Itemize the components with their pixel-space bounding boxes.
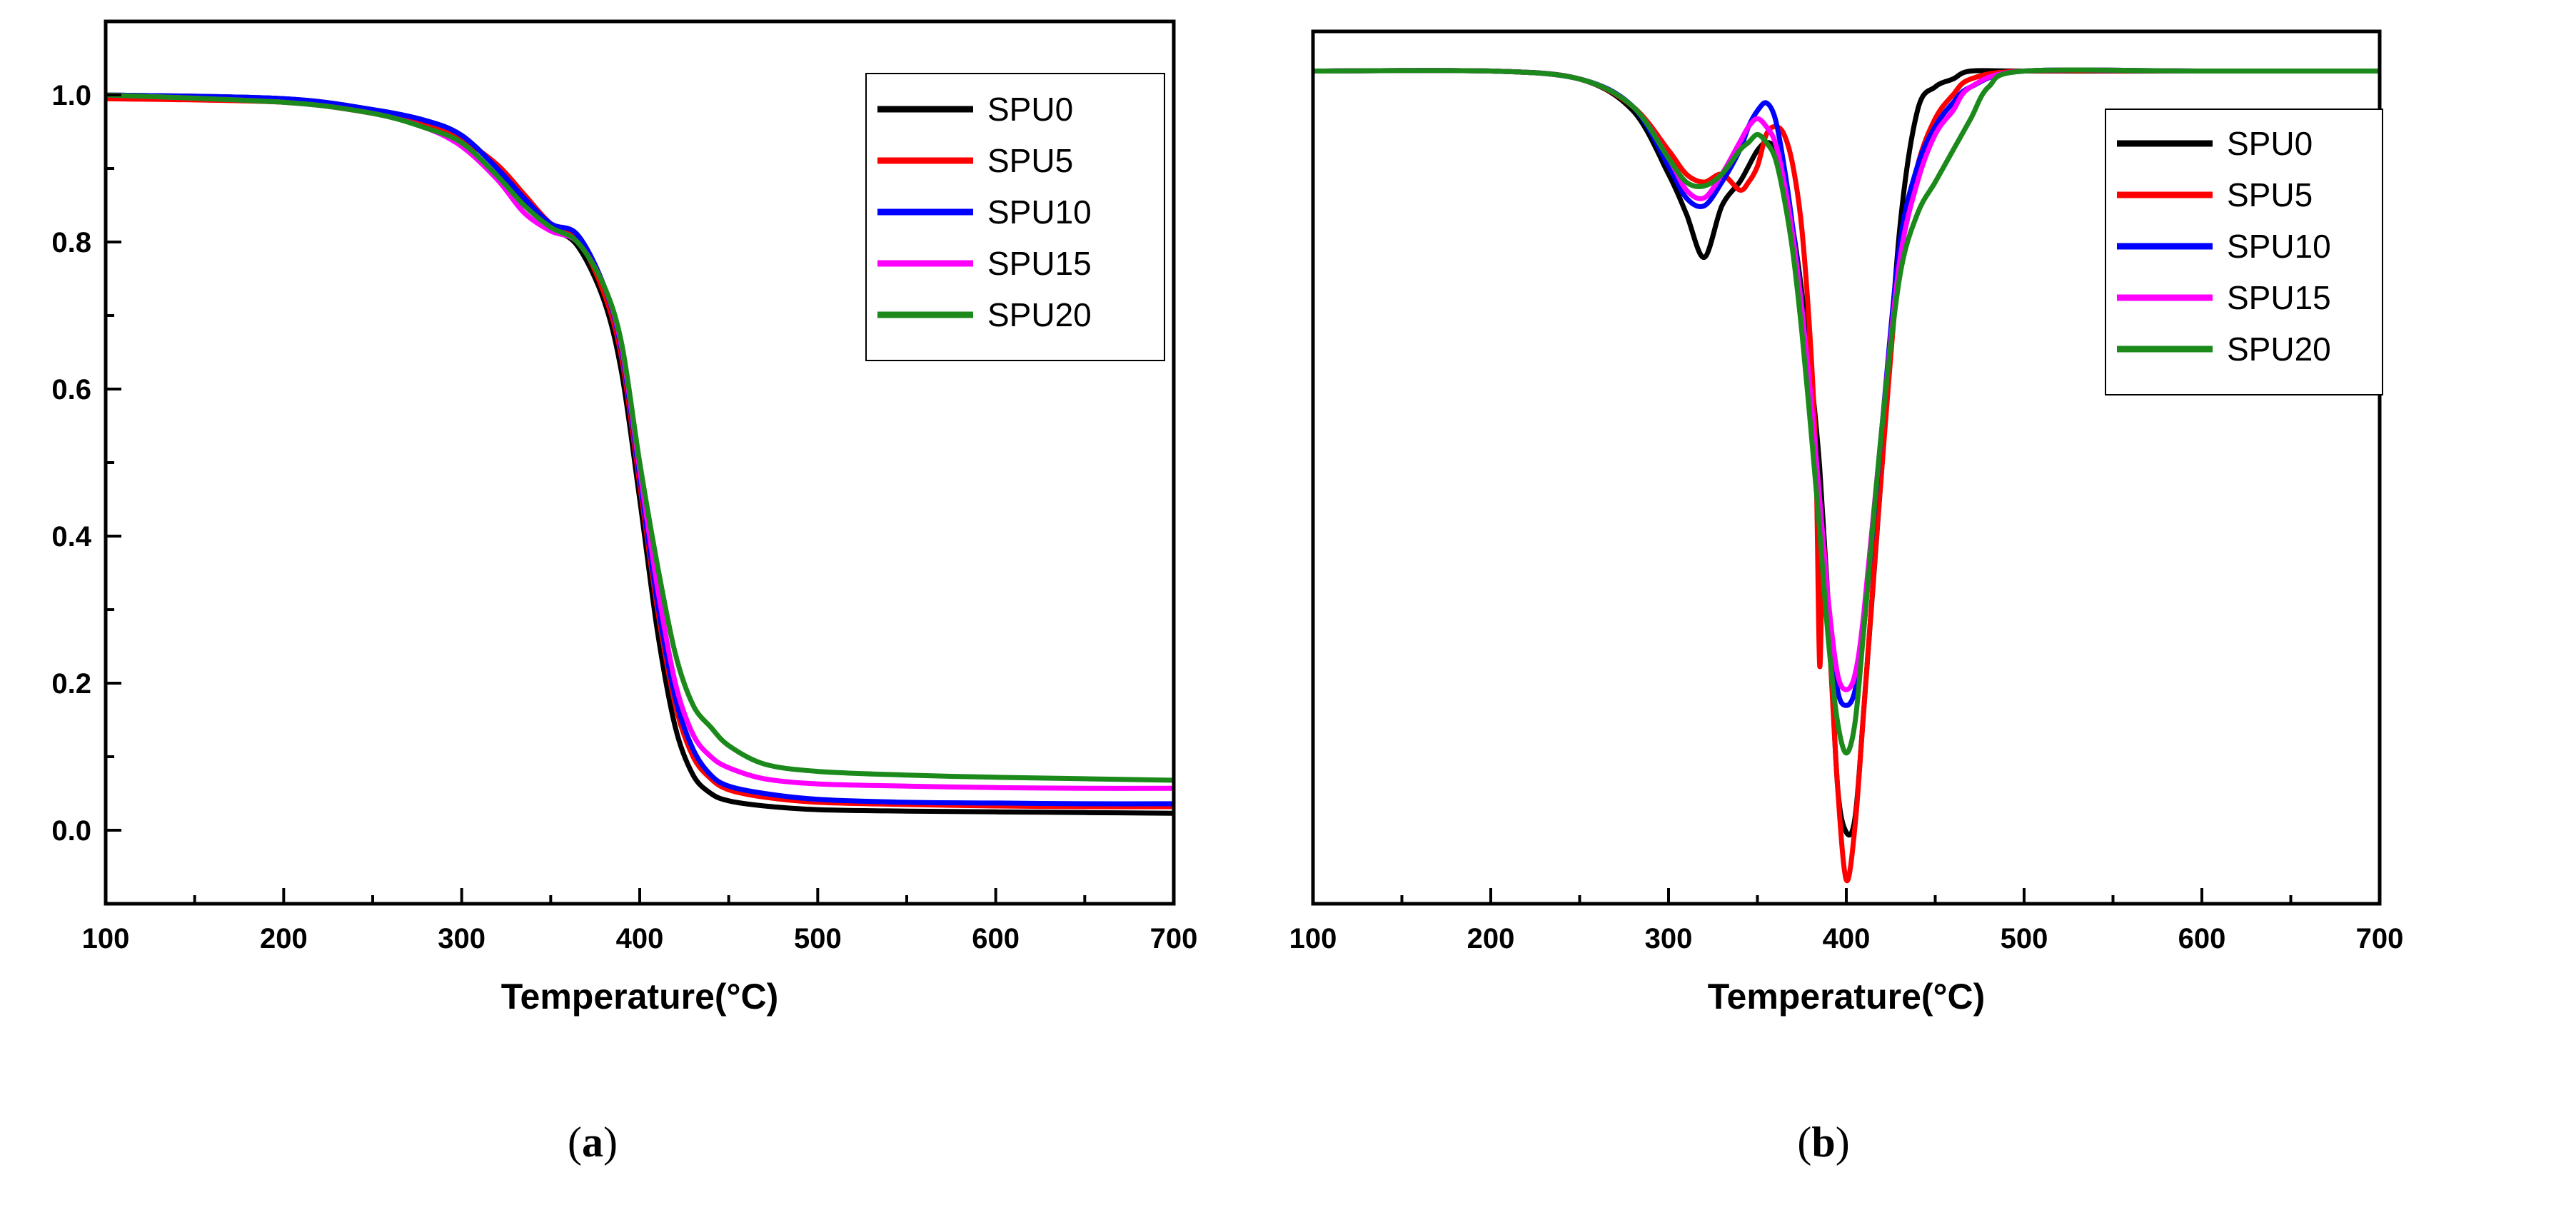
series-line-spu20 bbox=[106, 92, 1174, 783]
y-tick-label: 0.2 bbox=[51, 668, 91, 700]
legend-label-spu0: SPU0 bbox=[2227, 125, 2313, 162]
x-axis-title: Temperature(°C) bbox=[501, 977, 779, 1017]
x-tick-label: 200 bbox=[260, 923, 308, 954]
x-tick-label: 600 bbox=[2178, 923, 2226, 954]
legend-label-spu5: SPU5 bbox=[2227, 176, 2313, 213]
legend: SPU0 SPU5 SPU10 SPU15 SPU20 bbox=[865, 73, 1165, 361]
plot-lines bbox=[1313, 67, 2380, 884]
plot-lines bbox=[106, 92, 1174, 816]
caption-letter: b bbox=[1811, 1119, 1835, 1166]
panel-caption: (a) bbox=[568, 1119, 618, 1166]
panel-caption: (b) bbox=[1797, 1119, 1849, 1166]
x-tick-label: 600 bbox=[972, 923, 1020, 954]
x-tick-label: 700 bbox=[2356, 923, 2404, 954]
legend-label-spu20: SPU20 bbox=[987, 296, 1092, 333]
y-tick-label: 0.4 bbox=[51, 521, 91, 553]
x-tick-label: 100 bbox=[1289, 923, 1337, 954]
x-tick-label: 100 bbox=[82, 923, 130, 954]
x-tick-label: 500 bbox=[794, 923, 842, 954]
x-tick-label: 400 bbox=[616, 923, 664, 954]
y-tick-label: 1.0 bbox=[51, 80, 91, 111]
x-tick-label: 300 bbox=[438, 923, 485, 954]
x-axis-title: Temperature(°C) bbox=[1708, 977, 1986, 1017]
y-tick-label: 0.0 bbox=[51, 815, 91, 847]
legend-label-spu10: SPU10 bbox=[2227, 228, 2331, 265]
y-tick-label: 0.6 bbox=[51, 374, 91, 405]
series-line-spu20 bbox=[1313, 67, 2380, 756]
y-tick-label: 0.8 bbox=[51, 227, 91, 258]
legend: SPU0 SPU5 SPU10 SPU15 SPU20 bbox=[2105, 109, 2383, 395]
legend-label-spu20: SPU20 bbox=[2227, 331, 2331, 368]
legend-label-spu10: SPU10 bbox=[987, 193, 1092, 231]
x-tick-label: 200 bbox=[1467, 923, 1515, 954]
x-tick-label: 500 bbox=[2001, 923, 2048, 954]
caption-open-paren: ( bbox=[568, 1119, 582, 1166]
x-tick-label: 300 bbox=[1645, 923, 1693, 954]
caption-open-paren: ( bbox=[1797, 1119, 1811, 1166]
legend-label-spu15: SPU15 bbox=[987, 245, 1092, 282]
legend-label-spu15: SPU15 bbox=[2227, 279, 2331, 316]
series-line-spu15 bbox=[1313, 67, 2380, 692]
caption-close-paren: ) bbox=[1836, 1119, 1850, 1166]
caption-close-paren: ) bbox=[603, 1119, 618, 1166]
caption-letter: a bbox=[582, 1119, 603, 1166]
panel-a: 100 200 300 400 500 600 700 0.0 0.2 0.4 0.6 0.8 1.0 T… bbox=[51, 19, 1198, 1166]
legend-label-spu5: SPU5 bbox=[987, 142, 1073, 179]
x-tick-label: 700 bbox=[1150, 923, 1198, 954]
x-tick-label: 400 bbox=[1823, 923, 1871, 954]
legend-label-spu0: SPU0 bbox=[987, 91, 1073, 128]
panel-b: 100 200 300 400 500 600 700 Temperature(°C) SPU0… bbox=[1289, 29, 2404, 1166]
